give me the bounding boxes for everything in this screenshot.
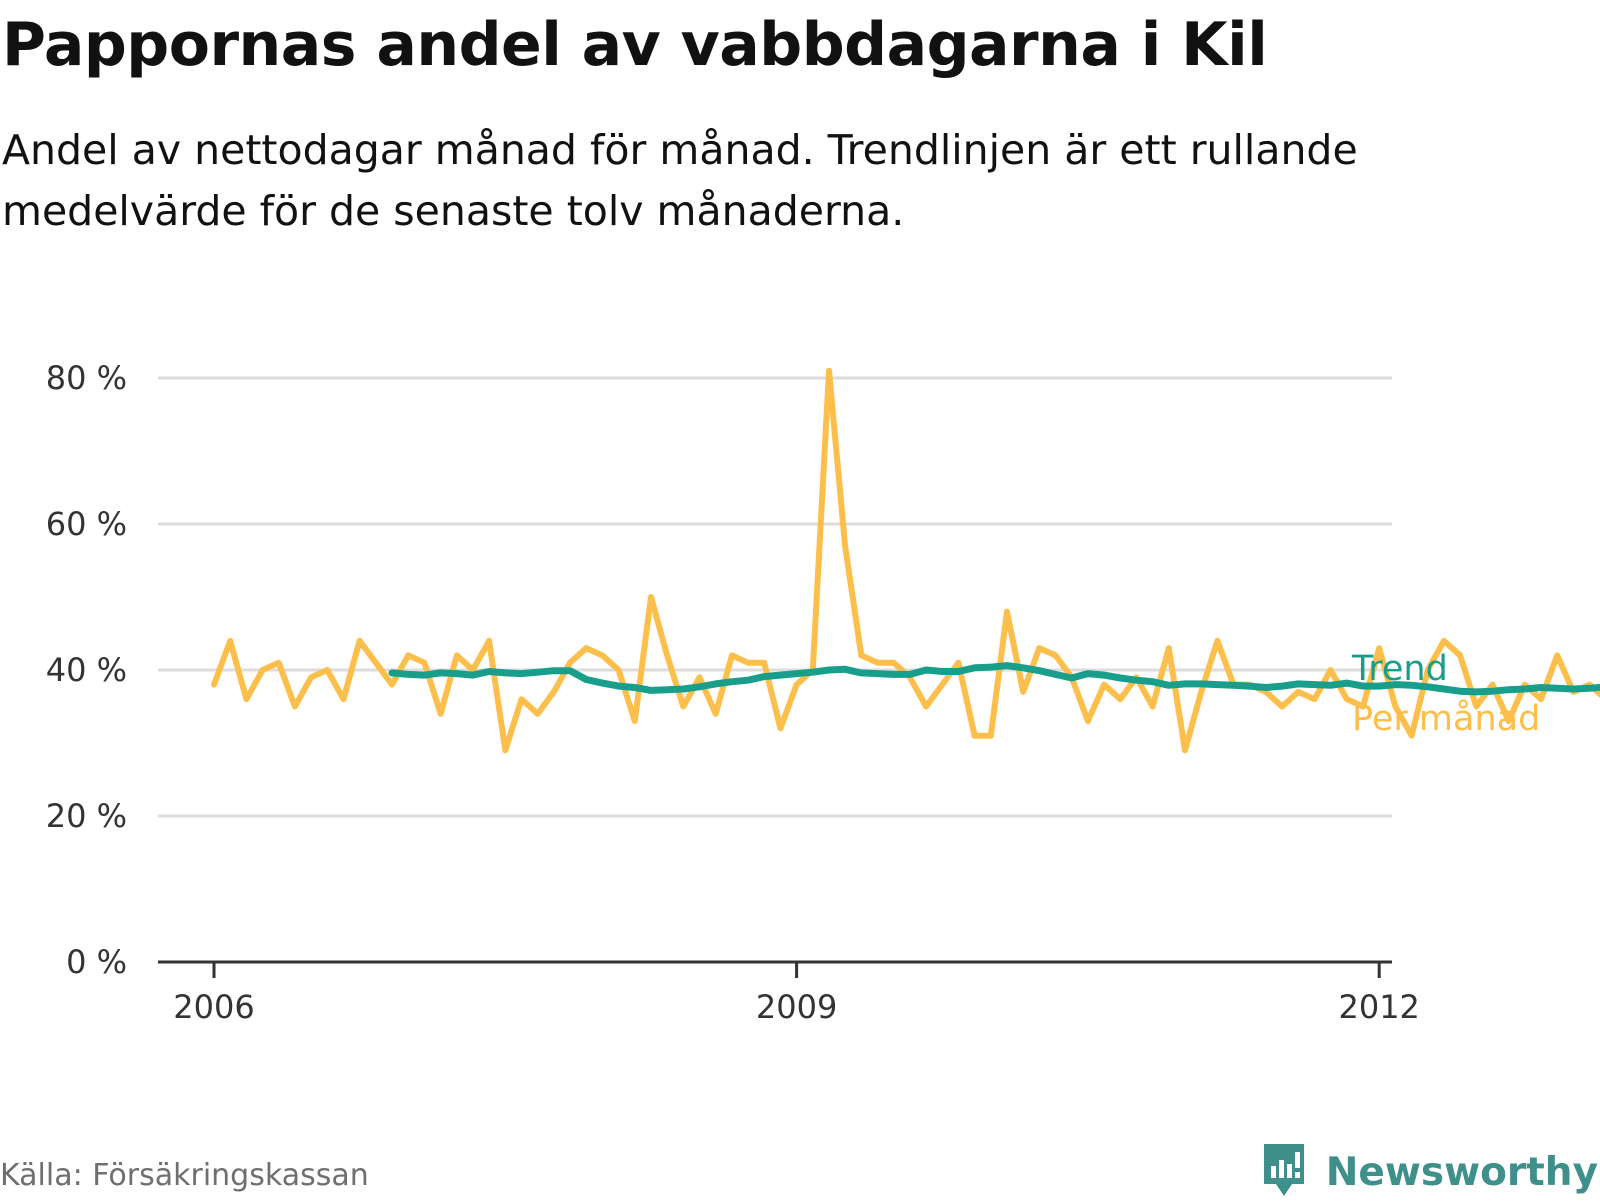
legend: Per månad Trend [1351, 649, 1540, 739]
y-axis: 0 % 20 % 40 % 60 % 80 % [46, 359, 127, 981]
source-note: Källa: Försäkringskassan [0, 1158, 369, 1193]
x-tick-label: 2009 [756, 988, 837, 1026]
series-lines [211, 367, 1600, 754]
line-chart: 0 %20 %40 %60 %80 % 20062009201220152018… [46, 359, 1600, 1026]
chart-title: Pappornas andel av vabbdagarna i Kil [2, 10, 1268, 80]
y-tick-label: 20 % [46, 797, 127, 835]
x-tick-label: 2006 [173, 988, 254, 1026]
legend-label-trend: Trend [1351, 649, 1448, 689]
y-tick-label: 60 % [46, 505, 127, 543]
gridlines [158, 376, 1392, 818]
x-axis: 2006200920122015201820212023 [158, 960, 1420, 1026]
y-tick-label: 0 % [66, 943, 127, 981]
x-tick-label: 2012 [1338, 988, 1419, 1026]
y-tick-label: 40 % [46, 651, 127, 689]
brand-logo[interactable]: Newsworthy [1260, 1140, 1598, 1204]
series-line-trend [388, 662, 1600, 696]
legend-label-per-manad: Per månad [1352, 698, 1540, 739]
brand-name: Newsworthy [1325, 1149, 1598, 1195]
series-line-per-manad [211, 367, 1600, 754]
y-tick-label: 80 % [46, 359, 127, 397]
chart-subtitle: Andel av nettodagar månad för månad. Tre… [2, 126, 1358, 235]
newsworthy-logo-icon [1263, 1144, 1304, 1196]
